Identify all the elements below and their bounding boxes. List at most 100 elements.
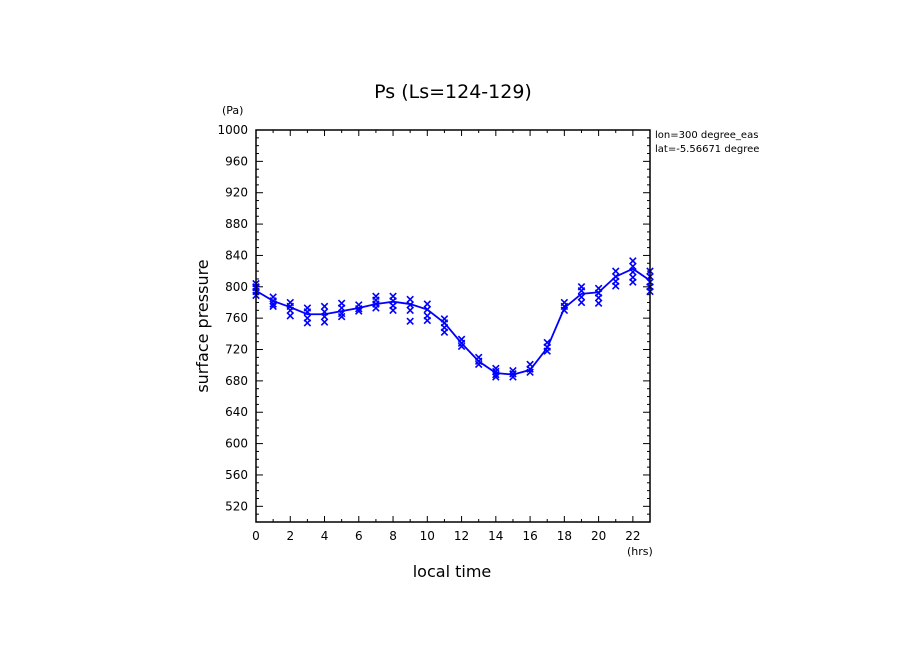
sample-point-stroke (611, 267, 620, 275)
sample-point-stroke (509, 373, 517, 381)
sample-point (355, 307, 363, 315)
x-axis-label: local time (413, 562, 492, 581)
sample-point (303, 308, 312, 316)
sample-point (457, 342, 466, 351)
sample-point-stroke (286, 312, 295, 320)
sample-point-stroke (406, 317, 414, 326)
sample-point-stroke (355, 307, 363, 315)
sample-point (423, 300, 432, 308)
sample-point (389, 306, 397, 315)
sample-point (543, 347, 551, 355)
x-tick-label: 18 (557, 529, 572, 543)
sample-point-stroke (594, 294, 603, 302)
y-tick-label: 520 (225, 499, 248, 513)
y-tick-label: 720 (225, 343, 248, 357)
x-tick-label: 14 (488, 529, 503, 543)
sample-point (440, 328, 449, 337)
y-tick-label: 840 (225, 248, 248, 262)
sample-point (577, 293, 586, 301)
sample-point (406, 295, 414, 304)
sample-point (406, 306, 414, 315)
sample-point (611, 282, 620, 290)
x-tick-label: 6 (355, 529, 363, 543)
y-tick-label: 560 (225, 468, 248, 482)
sample-point-stroke (474, 360, 483, 369)
sample-point (474, 360, 483, 369)
sample-point-stroke (611, 282, 620, 290)
sample-point (423, 316, 432, 325)
sample-point-stroke (492, 370, 500, 379)
sample-point-stroke (526, 368, 534, 377)
y-tick-label: 1000 (217, 123, 248, 137)
sample-point-stroke (629, 278, 637, 286)
x-tick-label: 20 (591, 529, 606, 543)
annotation-lon: lon=300 degree_eas (655, 130, 758, 141)
sample-point (423, 305, 432, 314)
sample-point-stroke (560, 306, 569, 315)
sample-point-stroke (320, 312, 329, 321)
sample-point (320, 302, 329, 311)
sample-point-stroke (423, 305, 432, 314)
sample-point-stroke (629, 262, 637, 271)
y-tick-label: 680 (225, 374, 248, 388)
sample-point-stroke (337, 312, 346, 321)
y-tick-label: 600 (225, 437, 248, 451)
sample-point (320, 318, 329, 326)
sample-point (406, 317, 414, 326)
sample-point (355, 304, 363, 313)
sample-point (577, 286, 586, 295)
sample-point-stroke (320, 318, 329, 326)
sample-point-stroke (389, 306, 397, 315)
sample-point (560, 306, 569, 315)
x-tick-label: 22 (625, 529, 640, 543)
x-tick-label: 10 (420, 529, 435, 543)
sample-point (629, 268, 637, 276)
x-tick-label: 2 (286, 529, 294, 543)
sample-point (629, 262, 637, 271)
sample-point (269, 300, 277, 308)
sample-point-stroke (337, 304, 346, 312)
y-tick-label: 880 (225, 217, 248, 231)
sample-point-stroke (406, 295, 414, 304)
annotation-lat: lat=-5.56671 degree (655, 144, 759, 155)
x-tick-label: 4 (321, 529, 329, 543)
sample-point (286, 312, 295, 320)
y-unit-label: (Pa) (222, 104, 243, 117)
y-tick-label: 760 (225, 311, 248, 325)
y-tick-label: 640 (225, 405, 248, 419)
sample-point-stroke (457, 342, 466, 351)
sample-point (629, 278, 637, 286)
sample-point-stroke (577, 293, 586, 301)
sample-point-stroke (269, 302, 277, 311)
sample-point (509, 373, 517, 381)
sample-point (269, 302, 277, 311)
sample-point-stroke (406, 301, 414, 309)
x-unit-label: (hrs) (627, 545, 653, 558)
sample-point (372, 304, 380, 312)
axes-ticks: 0 2 4 6 8 10 12 14 16 18 20 22 520 560 600 640 680 720 760… (217, 123, 651, 543)
sample-point (526, 368, 534, 377)
sample-point-stroke (320, 302, 329, 311)
sample-point (303, 319, 312, 327)
sample-point (594, 294, 603, 302)
sample-point (611, 267, 620, 275)
sample-point (492, 373, 500, 381)
sample-point (577, 298, 586, 307)
sample-point-stroke (629, 257, 637, 265)
x-tick-label: 0 (252, 529, 260, 543)
sample-point (406, 301, 414, 309)
y-axis-label: surface pressure (193, 259, 212, 392)
sample-point-stroke (594, 299, 603, 308)
sample-point-stroke (303, 308, 312, 316)
x-tick-label: 16 (522, 529, 537, 543)
sample-point (320, 312, 329, 321)
sample-point-stroke (303, 319, 312, 327)
y-tick-label: 800 (225, 280, 248, 294)
chart-title: Ps (Ls=124-129) (374, 81, 532, 103)
sample-point-stroke (577, 298, 586, 307)
sample-point-stroke (406, 306, 414, 315)
x-tick-label: 12 (454, 529, 469, 543)
sample-point (594, 299, 603, 308)
